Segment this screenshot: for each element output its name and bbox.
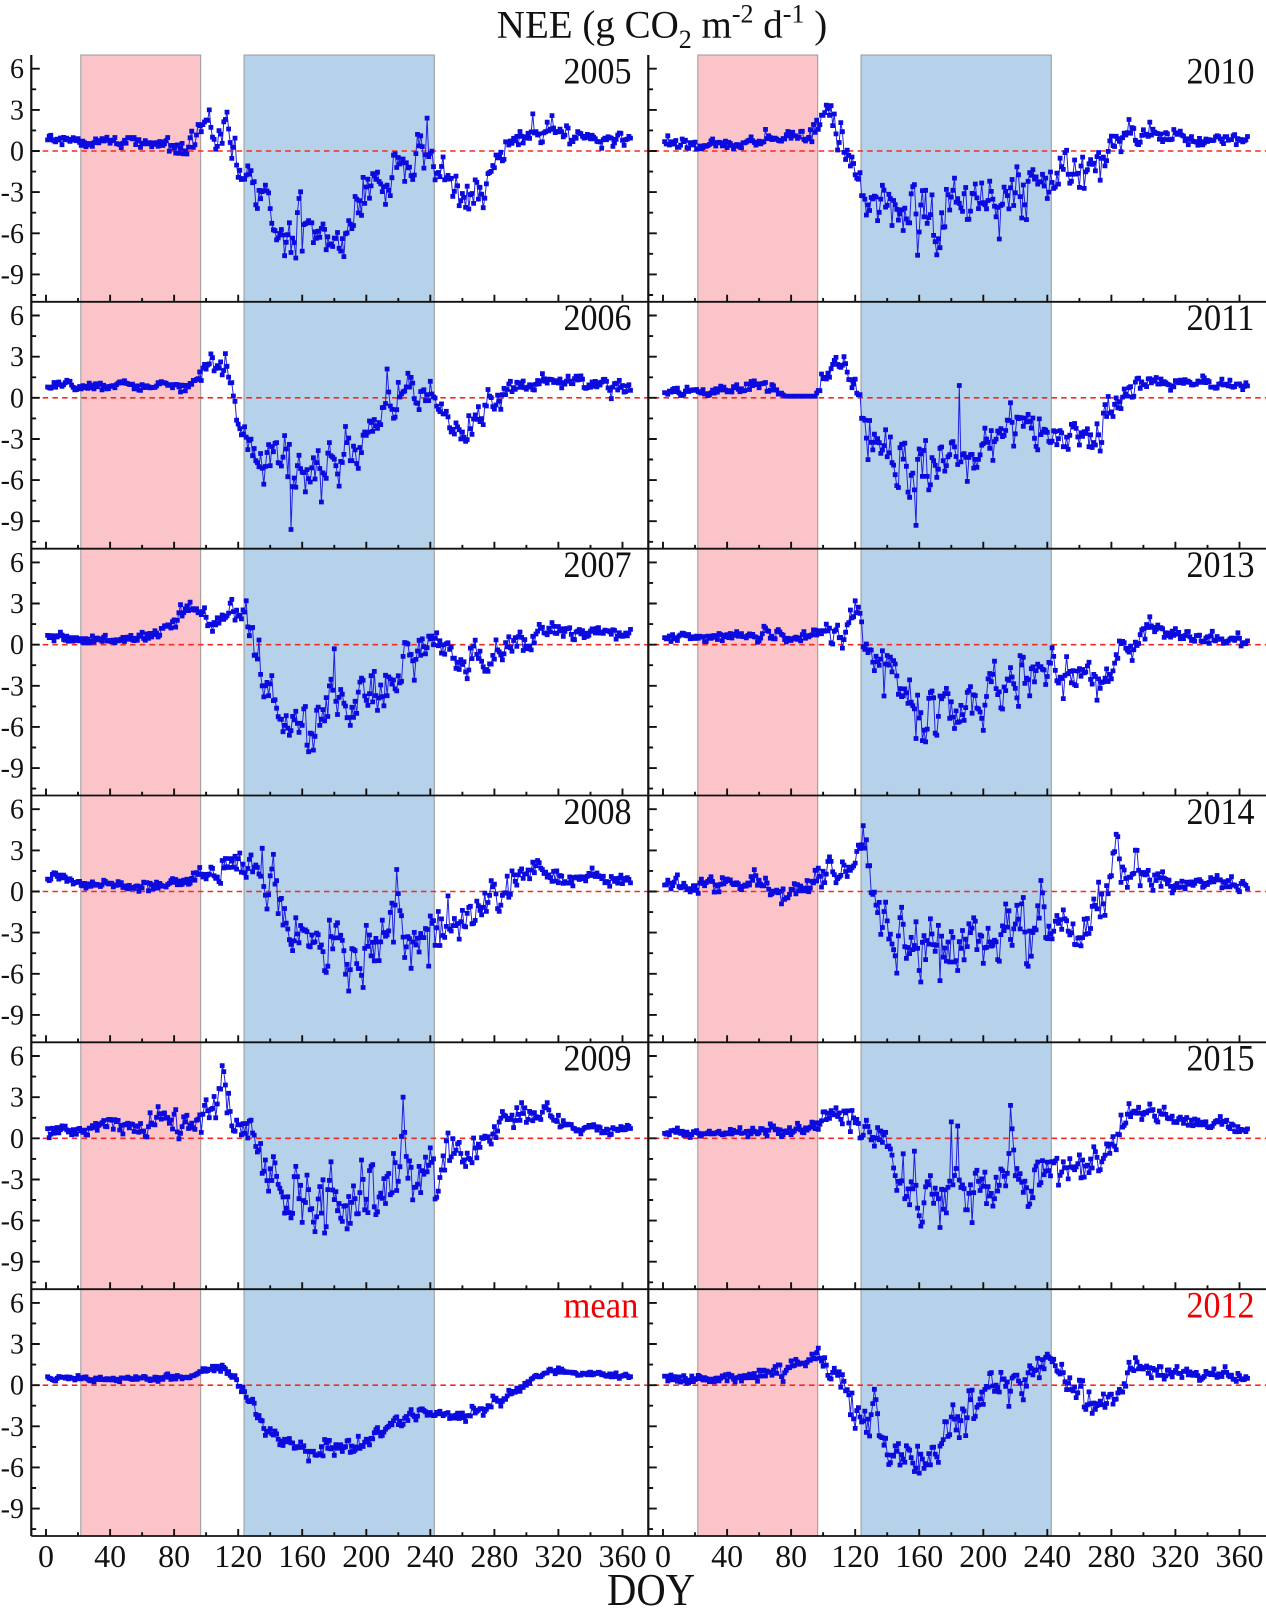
svg-text:NEE (g CO2 m-2 d-1 ): NEE (g CO2 m-2 d-1 ) — [497, 0, 827, 54]
svg-text:3: 3 — [10, 95, 24, 126]
svg-text:160: 160 — [895, 1538, 943, 1574]
svg-text:2013: 2013 — [1187, 545, 1255, 586]
svg-text:2007: 2007 — [564, 545, 632, 586]
svg-text:280: 280 — [1087, 1538, 1135, 1574]
svg-text:-3: -3 — [1, 918, 24, 949]
svg-text:2015: 2015 — [1187, 1039, 1255, 1080]
svg-text:2014: 2014 — [1187, 792, 1255, 833]
svg-text:320: 320 — [1151, 1538, 1199, 1574]
svg-text:0: 0 — [10, 137, 24, 168]
svg-text:2009: 2009 — [564, 1039, 632, 1080]
svg-text:0: 0 — [10, 877, 24, 908]
svg-text:160: 160 — [278, 1538, 326, 1574]
svg-text:-9: -9 — [1, 260, 24, 291]
svg-text:40: 40 — [94, 1538, 126, 1574]
svg-text:360: 360 — [599, 1538, 647, 1574]
svg-text:-9: -9 — [1, 1000, 24, 1031]
svg-text:3: 3 — [10, 589, 24, 620]
svg-text:2008: 2008 — [564, 792, 632, 833]
svg-text:40: 40 — [711, 1538, 743, 1574]
svg-text:240: 240 — [406, 1538, 454, 1574]
svg-text:-6: -6 — [1, 1453, 24, 1484]
svg-text:-6: -6 — [1, 219, 24, 250]
svg-text:2005: 2005 — [564, 51, 632, 92]
svg-text:DOY: DOY — [607, 1564, 695, 1611]
svg-text:6: 6 — [10, 1042, 24, 1073]
svg-text:-9: -9 — [1, 507, 24, 538]
svg-text:360: 360 — [1216, 1538, 1264, 1574]
svg-text:mean: mean — [564, 1286, 639, 1327]
svg-text:-3: -3 — [1, 425, 24, 456]
svg-text:280: 280 — [470, 1538, 518, 1574]
svg-text:0: 0 — [38, 1538, 54, 1574]
svg-text:0: 0 — [10, 1371, 24, 1402]
svg-text:6: 6 — [10, 54, 24, 85]
svg-text:2011: 2011 — [1187, 298, 1255, 339]
svg-text:120: 120 — [831, 1538, 879, 1574]
svg-text:-3: -3 — [1, 178, 24, 209]
svg-text:-9: -9 — [1, 1247, 24, 1278]
svg-text:-9: -9 — [1, 1494, 24, 1525]
svg-text:6: 6 — [10, 1288, 24, 1319]
svg-text:-6: -6 — [1, 466, 24, 497]
svg-text:120: 120 — [214, 1538, 262, 1574]
svg-text:-6: -6 — [1, 712, 24, 743]
svg-text:0: 0 — [10, 630, 24, 661]
svg-text:6: 6 — [10, 301, 24, 332]
svg-text:6: 6 — [10, 548, 24, 579]
svg-text:0: 0 — [655, 1538, 671, 1574]
svg-text:3: 3 — [10, 836, 24, 867]
svg-text:-3: -3 — [1, 671, 24, 702]
svg-text:80: 80 — [158, 1538, 190, 1574]
svg-text:3: 3 — [10, 342, 24, 373]
svg-text:-6: -6 — [1, 1206, 24, 1237]
svg-text:3: 3 — [10, 1330, 24, 1361]
svg-text:200: 200 — [959, 1538, 1007, 1574]
svg-text:0: 0 — [10, 383, 24, 414]
svg-text:6: 6 — [10, 795, 24, 826]
svg-text:-3: -3 — [1, 1165, 24, 1196]
svg-text:2010: 2010 — [1187, 51, 1255, 92]
svg-text:0: 0 — [10, 1124, 24, 1155]
svg-text:-3: -3 — [1, 1412, 24, 1443]
svg-text:200: 200 — [342, 1538, 390, 1574]
svg-text:2006: 2006 — [564, 298, 632, 339]
svg-text:320: 320 — [534, 1538, 582, 1574]
svg-text:3: 3 — [10, 1083, 24, 1114]
svg-text:240: 240 — [1023, 1538, 1071, 1574]
svg-text:80: 80 — [775, 1538, 807, 1574]
svg-text:-6: -6 — [1, 959, 24, 990]
svg-text:2012: 2012 — [1187, 1286, 1255, 1327]
svg-text:-9: -9 — [1, 754, 24, 785]
